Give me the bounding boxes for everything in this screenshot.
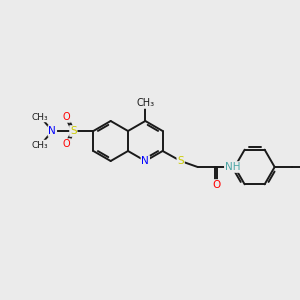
Text: N: N [141, 156, 149, 166]
Text: S: S [177, 156, 184, 166]
Text: O: O [62, 139, 70, 149]
Text: CH₃: CH₃ [136, 98, 155, 108]
Text: CH₃: CH₃ [31, 140, 48, 149]
Text: N: N [49, 126, 56, 136]
Text: S: S [70, 126, 77, 136]
Text: CH₃: CH₃ [31, 112, 48, 122]
Text: O: O [212, 180, 221, 190]
Text: NH: NH [225, 162, 240, 172]
Text: O: O [62, 112, 70, 122]
